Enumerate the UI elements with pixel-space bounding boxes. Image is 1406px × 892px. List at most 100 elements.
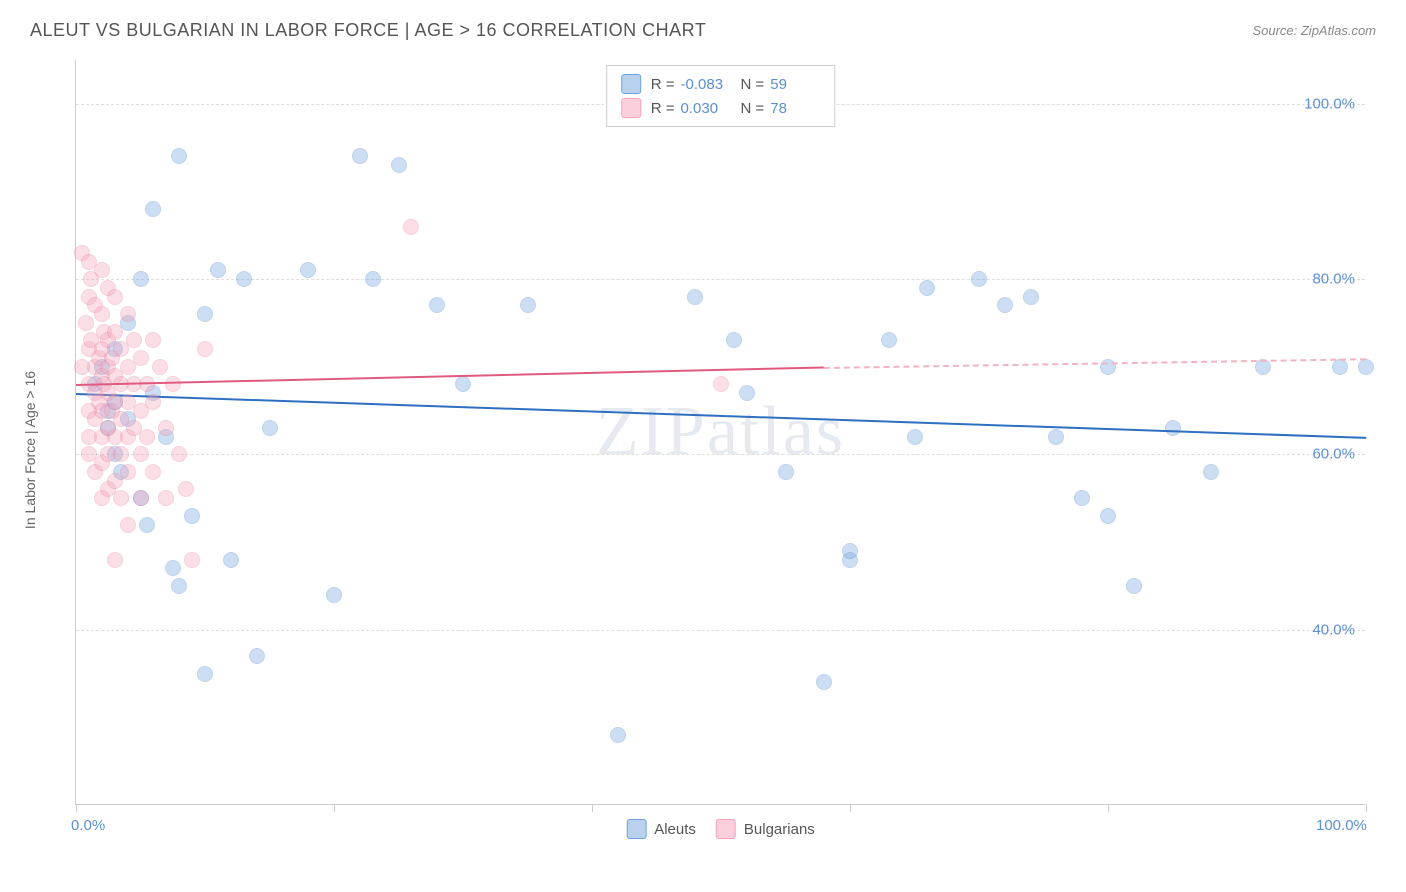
data-point bbox=[739, 385, 755, 401]
gridline-h bbox=[76, 454, 1365, 455]
data-point bbox=[107, 289, 123, 305]
data-point bbox=[610, 727, 626, 743]
data-point bbox=[139, 429, 155, 445]
chart-title: ALEUT VS BULGARIAN IN LABOR FORCE | AGE … bbox=[30, 20, 706, 41]
data-point bbox=[326, 587, 342, 603]
data-point bbox=[197, 666, 213, 682]
data-point bbox=[165, 560, 181, 576]
data-point bbox=[919, 280, 935, 296]
data-point bbox=[726, 332, 742, 348]
data-point bbox=[113, 490, 129, 506]
stat-r-value: -0.083 bbox=[681, 76, 731, 93]
data-point bbox=[429, 297, 445, 313]
data-point bbox=[120, 306, 136, 322]
data-point bbox=[1048, 429, 1064, 445]
data-point bbox=[881, 332, 897, 348]
y-tick-label: 40.0% bbox=[1312, 621, 1355, 638]
x-tick bbox=[850, 804, 851, 812]
data-point bbox=[1023, 289, 1039, 305]
data-point bbox=[365, 271, 381, 287]
legend-row: R = 0.030N =78 bbox=[621, 96, 821, 120]
legend-series: Aleuts Bulgarians bbox=[626, 819, 815, 839]
data-point bbox=[997, 297, 1013, 313]
data-point bbox=[352, 148, 368, 164]
x-tick-label: 100.0% bbox=[1316, 817, 1367, 834]
legend-swatch bbox=[621, 74, 641, 94]
data-point bbox=[391, 157, 407, 173]
x-tick bbox=[1108, 804, 1109, 812]
data-point bbox=[133, 350, 149, 366]
data-point bbox=[816, 674, 832, 690]
data-point bbox=[171, 446, 187, 462]
data-point bbox=[971, 271, 987, 287]
data-point bbox=[120, 464, 136, 480]
data-point bbox=[78, 315, 94, 331]
data-point bbox=[1100, 359, 1116, 375]
data-point bbox=[145, 201, 161, 217]
trend-line bbox=[76, 367, 824, 387]
gridline-h bbox=[76, 279, 1365, 280]
stat-n-value: 59 bbox=[770, 76, 820, 93]
data-point bbox=[455, 376, 471, 392]
chart-header: ALEUT VS BULGARIAN IN LABOR FORCE | AGE … bbox=[0, 0, 1406, 51]
data-point bbox=[133, 271, 149, 287]
data-point bbox=[133, 446, 149, 462]
data-point bbox=[778, 464, 794, 480]
data-point bbox=[145, 394, 161, 410]
y-axis-label: In Labor Force | Age > 16 bbox=[22, 371, 38, 529]
data-point bbox=[113, 446, 129, 462]
data-point bbox=[152, 359, 168, 375]
data-point bbox=[158, 420, 174, 436]
x-tick bbox=[76, 804, 77, 812]
data-point bbox=[1100, 508, 1116, 524]
x-tick-label: 0.0% bbox=[71, 817, 105, 834]
y-tick-label: 60.0% bbox=[1312, 446, 1355, 463]
data-point bbox=[1203, 464, 1219, 480]
y-tick-label: 80.0% bbox=[1312, 271, 1355, 288]
data-point bbox=[158, 490, 174, 506]
data-point bbox=[94, 306, 110, 322]
data-point bbox=[133, 490, 149, 506]
x-tick bbox=[592, 804, 593, 812]
chart-source: Source: ZipAtlas.com bbox=[1252, 23, 1376, 38]
data-point bbox=[210, 262, 226, 278]
plot-area: ZIPatlas R =-0.083N =59R = 0.030N =78 Al… bbox=[75, 60, 1365, 805]
watermark: ZIPatlas bbox=[596, 392, 845, 472]
data-point bbox=[126, 332, 142, 348]
y-tick-label: 100.0% bbox=[1304, 95, 1355, 112]
legend-row: R =-0.083N =59 bbox=[621, 72, 821, 96]
data-point bbox=[145, 332, 161, 348]
chart-container: In Labor Force | Age > 16 ZIPatlas R =-0… bbox=[40, 55, 1380, 845]
x-tick bbox=[1366, 804, 1367, 812]
data-point bbox=[94, 262, 110, 278]
legend-swatch bbox=[716, 819, 736, 839]
data-point bbox=[171, 148, 187, 164]
data-point bbox=[223, 552, 239, 568]
data-point bbox=[197, 306, 213, 322]
data-point bbox=[178, 481, 194, 497]
data-point bbox=[1165, 420, 1181, 436]
data-point bbox=[107, 552, 123, 568]
trend-line-dashed bbox=[824, 358, 1366, 369]
legend-swatch bbox=[621, 98, 641, 118]
data-point bbox=[236, 271, 252, 287]
stat-r-label: R = bbox=[651, 100, 675, 117]
data-point bbox=[139, 517, 155, 533]
legend-series-label: Bulgarians bbox=[744, 821, 815, 838]
stat-r-value: 0.030 bbox=[681, 100, 731, 117]
data-point bbox=[197, 341, 213, 357]
data-point bbox=[300, 262, 316, 278]
stat-n-label: N = bbox=[741, 100, 765, 117]
gridline-h bbox=[76, 630, 1365, 631]
legend-correlation: R =-0.083N =59R = 0.030N =78 bbox=[606, 65, 836, 127]
stat-r-label: R = bbox=[651, 76, 675, 93]
data-point bbox=[907, 429, 923, 445]
legend-series-item: Aleuts bbox=[626, 819, 696, 839]
data-point bbox=[842, 543, 858, 559]
data-point bbox=[1074, 490, 1090, 506]
data-point bbox=[120, 517, 136, 533]
data-point bbox=[262, 420, 278, 436]
data-point bbox=[1358, 359, 1374, 375]
data-point bbox=[249, 648, 265, 664]
data-point bbox=[713, 376, 729, 392]
